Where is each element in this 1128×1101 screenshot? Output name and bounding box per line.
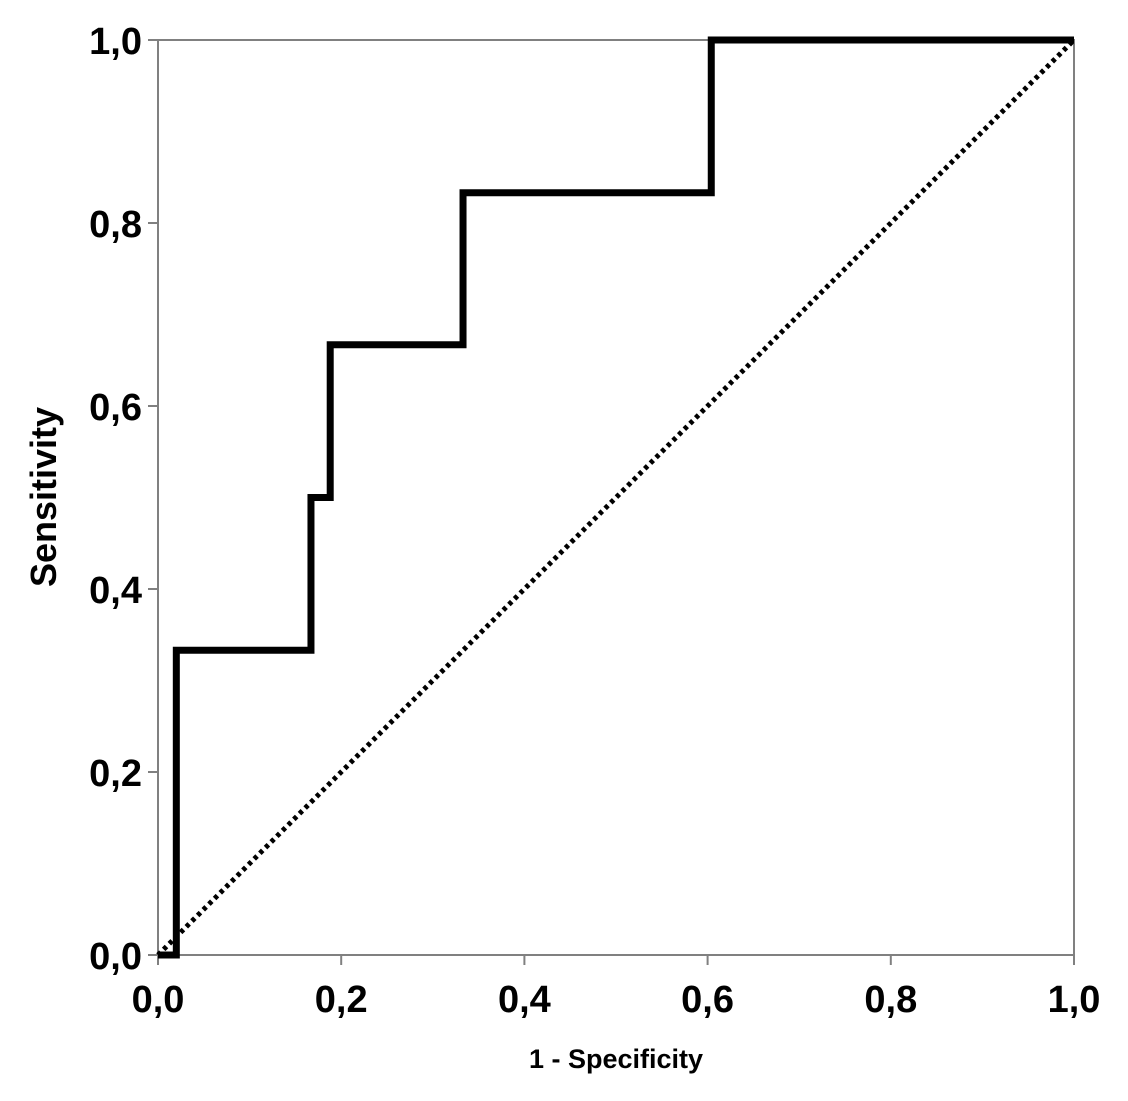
roc-curve-line bbox=[158, 36, 1074, 959]
axis-ticks: 0,0 0,2 0,4 0,6 0,8 1,0 0,0 0,2 0,4 0,6 0,8 1,0 bbox=[89, 21, 1100, 1021]
series-layer bbox=[156, 36, 1076, 959]
x-tick-label: 0,2 bbox=[315, 979, 368, 1021]
x-tick-label: 0,0 bbox=[132, 979, 185, 1021]
reference-diagonal-line bbox=[156, 38, 1076, 957]
y-tick-label: 0,4 bbox=[89, 570, 142, 612]
x-tick-label: 0,4 bbox=[498, 979, 551, 1021]
y-tick-label: 0,8 bbox=[89, 204, 142, 246]
x-tick-label: 0,6 bbox=[681, 979, 734, 1021]
plot-frame bbox=[157, 39, 1075, 956]
y-axis-title: Sensitivity bbox=[23, 407, 64, 587]
y-tick-label: 1,0 bbox=[89, 21, 142, 63]
x-axis-title: 1 - Specificity bbox=[529, 1044, 703, 1074]
x-tick-label: 1,0 bbox=[1048, 979, 1101, 1021]
y-tick-label: 0,0 bbox=[89, 936, 142, 978]
x-tick-label: 0,8 bbox=[864, 979, 917, 1021]
y-tick-label: 0,6 bbox=[89, 387, 142, 429]
y-tick-label: 0,2 bbox=[89, 753, 142, 795]
